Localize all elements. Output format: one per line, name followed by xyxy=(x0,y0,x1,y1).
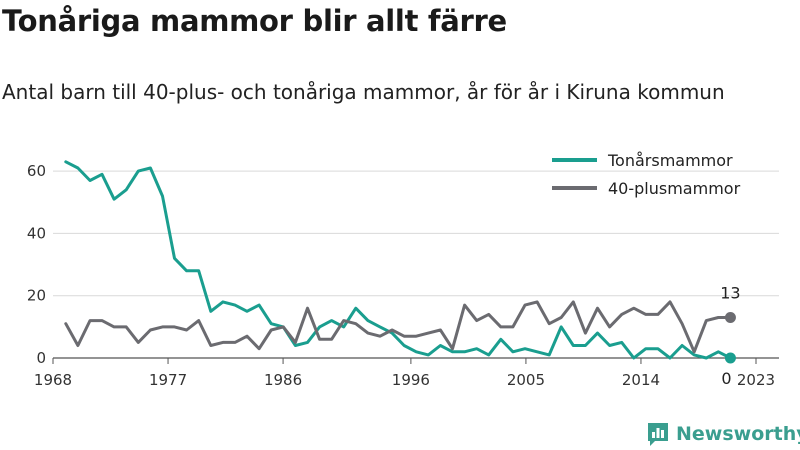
legend-label: Tonårsmammor xyxy=(607,151,733,170)
chart-subtitle: Antal barn till 40-plus- och tonåriga ma… xyxy=(2,80,725,104)
series-line-40-plusmammor xyxy=(64,300,732,354)
series-layer: 0 13 xyxy=(64,160,741,388)
legend-label: 40-plusmammor xyxy=(608,179,741,198)
axis-layer: 0 20 40 60 1968 1977 1986 1996 2005 2014 2023 xyxy=(27,162,779,389)
newsworthy-logo-icon xyxy=(648,423,668,446)
y-tick-label: 40 xyxy=(27,224,46,242)
y-tick-label: 20 xyxy=(27,287,46,305)
end-value-label: 13 xyxy=(720,284,740,303)
x-tick-label: 2014 xyxy=(622,371,660,389)
end-point xyxy=(724,312,736,324)
x-tick-label: 2005 xyxy=(507,371,545,389)
x-tick-label: 1986 xyxy=(264,371,302,389)
end-point xyxy=(724,352,736,364)
legend: Tonårsmammor 40-plusmammor xyxy=(552,151,741,198)
x-tick-label: 1977 xyxy=(149,371,187,389)
x-tick-label: 1968 xyxy=(34,371,72,389)
x-tick-label: 2023 xyxy=(737,371,775,389)
y-tick-label: 60 xyxy=(27,162,46,180)
x-tick-label: 1996 xyxy=(392,371,430,389)
grid-layer xyxy=(53,170,779,297)
brand-logo: Newsworthy xyxy=(646,420,800,448)
end-value-label: 0 xyxy=(721,369,731,388)
chart-title: Tonåriga mammor blir allt färre xyxy=(2,4,507,38)
series-line-tonarsmammor xyxy=(64,160,732,360)
y-tick-label: 0 xyxy=(36,349,46,367)
brand-name: Newsworthy xyxy=(676,423,800,445)
